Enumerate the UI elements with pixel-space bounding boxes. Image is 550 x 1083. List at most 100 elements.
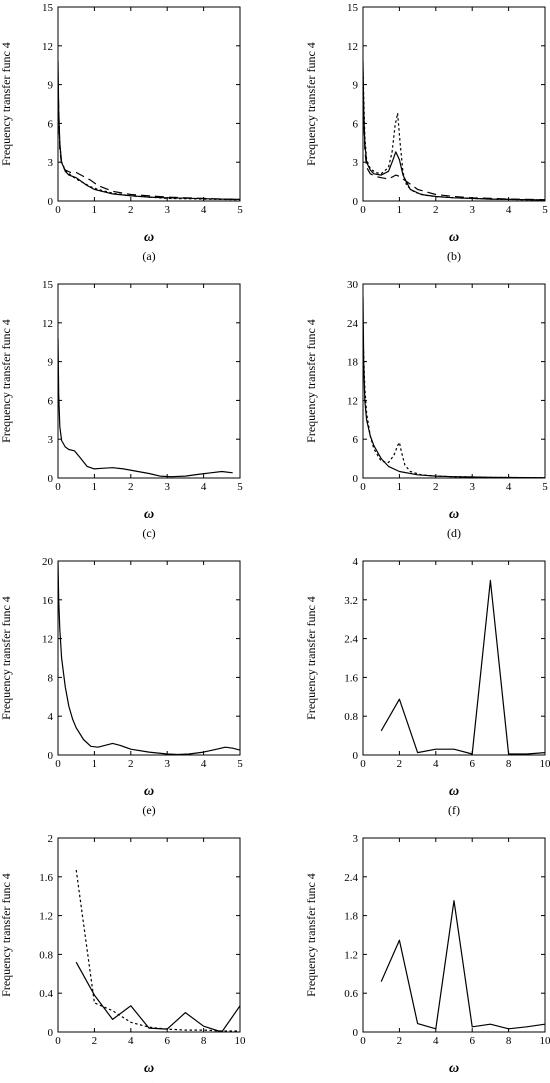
x-tick-label: 4 (128, 1035, 134, 1047)
x-tick-label: 4 (201, 481, 207, 493)
y-tick-label: 0 (48, 1027, 54, 1039)
x-tick-label: 3 (469, 481, 475, 493)
panel-label: (d) (447, 526, 461, 540)
y-tick-label: 12 (42, 318, 53, 330)
y-tick-label: 0 (353, 473, 359, 485)
x-axis-label: ω (449, 507, 459, 522)
x-axis-label: ω (449, 230, 459, 245)
series-line-solid (58, 338, 233, 478)
x-tick-label: 6 (469, 1035, 475, 1047)
panel-label: (f) (448, 803, 460, 817)
plot-frame (362, 283, 546, 479)
x-tick-label: 2 (433, 481, 439, 493)
x-tick-label: 10 (235, 1035, 247, 1047)
series-line-solid (58, 561, 240, 755)
y-tick-label: 9 (353, 80, 359, 92)
x-tick-label: 0 (360, 1035, 366, 1047)
y-tick-label: 0.8 (39, 949, 53, 961)
panel-label: (a) (142, 249, 155, 263)
y-tick-label: 3.2 (344, 595, 358, 607)
x-tick-label: 4 (506, 481, 512, 493)
y-tick-label: 1.2 (39, 911, 53, 923)
x-tick-label: 3 (164, 204, 170, 216)
y-tick-label: 3 (48, 434, 54, 446)
y-tick-label: 2.4 (344, 634, 358, 646)
series-line-solid (380, 579, 545, 755)
y-tick-label: 0.8 (344, 711, 358, 723)
panel-label: (c) (142, 526, 155, 540)
x-tick-label: 4 (433, 758, 439, 770)
y-tick-label: 0 (353, 1027, 359, 1039)
y-tick-label: 3 (353, 833, 359, 845)
x-tick-label: 2 (128, 204, 134, 216)
x-tick-label: 1 (92, 204, 98, 216)
y-tick-label: 3 (353, 157, 359, 169)
x-tick-label: 10 (540, 758, 550, 770)
series-line-solid (363, 61, 545, 201)
plot-frame (57, 560, 241, 756)
panel-label: (h) (447, 1080, 461, 1083)
x-axis-label: ω (449, 784, 459, 799)
y-tick-label: 12 (347, 41, 358, 53)
x-tick-label: 8 (506, 758, 512, 770)
y-tick-label: 0.4 (39, 988, 53, 1000)
series-line-solid (58, 61, 240, 200)
plot-frame (362, 6, 546, 202)
x-tick-label: 2 (92, 1035, 98, 1047)
y-tick-label: 3 (48, 157, 54, 169)
plot-frame (57, 837, 241, 1033)
x-tick-label: 0 (55, 1035, 61, 1047)
x-axis-label: ω (144, 784, 154, 799)
x-tick-label: 5 (542, 204, 548, 216)
panel-label: (e) (142, 803, 155, 817)
x-tick-label: 1 (397, 204, 403, 216)
y-tick-label: 15 (42, 279, 54, 291)
y-tick-label: 2 (48, 833, 54, 845)
y-tick-label: 15 (42, 2, 54, 14)
x-tick-label: 2 (128, 481, 134, 493)
y-tick-label: 9 (48, 80, 54, 92)
y-tick-label: 2.4 (344, 872, 358, 884)
y-tick-label: 12 (347, 395, 358, 407)
series-line-dotted (58, 91, 240, 201)
y-tick-label: 1.6 (39, 872, 53, 884)
series-line-solid (75, 961, 240, 1032)
y-tick-label: 16 (42, 595, 54, 607)
y-tick-label: 6 (48, 118, 54, 130)
y-tick-label: 0 (48, 196, 54, 208)
x-tick-label: 6 (469, 758, 475, 770)
y-tick-label: 0.6 (344, 988, 358, 1000)
series-line-dashed (363, 84, 545, 201)
y-tick-label: 6 (48, 395, 54, 407)
x-tick-label: 5 (542, 481, 548, 493)
y-axis-label: Frequency transfer func 4 (304, 319, 318, 443)
x-tick-label: 6 (164, 1035, 170, 1047)
chart-panel: 0 2 4 6 8 10 0 0.8 1.6 2.4 3.2 4 Frequency transfer … (304, 556, 550, 817)
panel-label: (g) (142, 1080, 156, 1083)
y-axis-label: Frequency transfer func 4 (304, 873, 318, 997)
x-axis-label: ω (449, 1061, 459, 1076)
y-axis-label: Frequency transfer func 4 (304, 42, 318, 166)
x-tick-label: 3 (164, 481, 170, 493)
chart-panel: 0 2 4 6 8 10 0 0.4 0.8 1.2 1.6 2 Frequency transfer … (0, 833, 246, 1083)
y-tick-label: 24 (347, 318, 359, 330)
x-tick-label: 4 (433, 1035, 439, 1047)
x-tick-label: 5 (237, 481, 243, 493)
y-tick-label: 6 (353, 434, 359, 446)
x-tick-label: 0 (55, 481, 61, 493)
x-tick-label: 8 (201, 1035, 207, 1047)
x-axis-label: ω (144, 1061, 154, 1076)
x-tick-label: 0 (55, 204, 61, 216)
x-tick-label: 0 (360, 204, 366, 216)
y-axis-label: Frequency transfer func 4 (0, 319, 13, 443)
x-tick-label: 2 (433, 204, 439, 216)
x-tick-label: 0 (55, 758, 61, 770)
x-tick-label: 2 (128, 758, 134, 770)
y-tick-label: 12 (42, 634, 53, 646)
y-tick-label: 8 (48, 672, 54, 684)
x-tick-label: 5 (237, 204, 243, 216)
